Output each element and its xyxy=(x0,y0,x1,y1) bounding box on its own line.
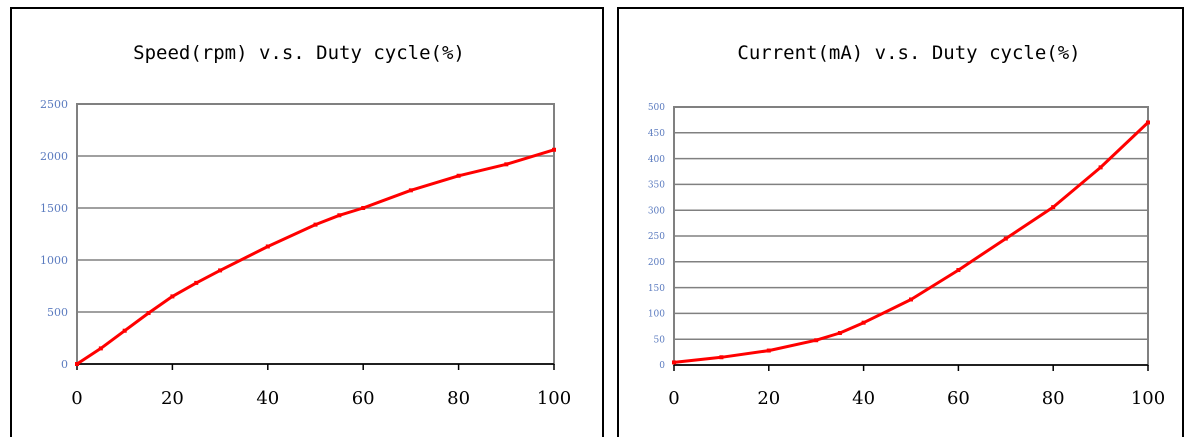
x-tick-label: 20 xyxy=(757,388,780,409)
y-tick-label: 0 xyxy=(659,361,665,371)
data-point xyxy=(265,244,270,249)
data-point xyxy=(313,222,318,227)
speed-chart: Speed(rpm) v.s. Duty cycle(%)05001000150… xyxy=(40,42,571,409)
data-point xyxy=(75,362,79,366)
data-point xyxy=(218,268,223,273)
y-tick-label: 1000 xyxy=(40,254,68,267)
data-point xyxy=(1146,120,1150,125)
data-point xyxy=(194,280,199,285)
data-point xyxy=(909,297,913,302)
data-point xyxy=(1098,165,1103,170)
y-tick-label: 100 xyxy=(648,310,665,320)
y-tick-label: 450 xyxy=(648,129,665,139)
y-tick-label: 1500 xyxy=(40,202,68,215)
data-point xyxy=(146,311,151,316)
series-line xyxy=(672,121,1150,364)
x-tick-label: 40 xyxy=(852,388,875,409)
data-point xyxy=(1003,236,1008,241)
y-tick-label: 500 xyxy=(648,103,665,113)
data-point xyxy=(814,338,819,343)
plot-area xyxy=(76,103,555,365)
y-tick-label: 250 xyxy=(648,232,665,242)
y-tick-label: 400 xyxy=(648,155,665,165)
data-point xyxy=(719,355,724,360)
x-tick-label: 100 xyxy=(537,388,571,409)
x-tick-label: 60 xyxy=(947,388,970,409)
y-tick-label: 2500 xyxy=(40,98,68,111)
y-tick-label: 200 xyxy=(648,258,665,268)
data-point xyxy=(408,188,413,193)
x-tick-label: 20 xyxy=(161,388,184,409)
x-tick-label: 80 xyxy=(447,388,470,409)
x-tick-label: 60 xyxy=(352,388,375,409)
y-tick-label: 0 xyxy=(61,358,68,371)
data-point xyxy=(504,162,509,167)
chart-panel-current: Current(mA) v.s. Duty cycle(%) 0 50 100 150 2… xyxy=(617,7,1184,437)
y-tick-label: 350 xyxy=(648,181,665,191)
y-tick-label: 500 xyxy=(47,306,68,319)
y-tick-label: 2000 xyxy=(40,150,68,163)
data-point xyxy=(837,331,842,336)
x-tick-label: 100 xyxy=(1131,388,1165,409)
data-point xyxy=(98,346,103,351)
data-point xyxy=(1051,205,1056,210)
data-point xyxy=(337,213,342,218)
x-tick-label: 40 xyxy=(256,388,279,409)
x-tick-label: 80 xyxy=(1042,388,1065,409)
x-tick-label: 0 xyxy=(71,388,82,409)
y-tick-label: 150 xyxy=(648,284,665,294)
data-point xyxy=(170,294,175,299)
current-chart: Current(mA) v.s. Duty cycle(%) 0 50 100 150 2… xyxy=(648,42,1165,409)
y-tick-label: 300 xyxy=(648,206,665,216)
y-tick-label: 50 xyxy=(654,335,666,345)
chart-panel-speed: Speed(rpm) v.s. Duty cycle(%) 0 500 1000 150… xyxy=(10,7,604,437)
data-point xyxy=(361,206,366,210)
data-point xyxy=(122,328,127,333)
data-point xyxy=(552,147,556,152)
data-point xyxy=(456,173,461,178)
data-point xyxy=(956,268,961,273)
data-point xyxy=(766,348,771,353)
chart-title: Current(mA) v.s. Duty cycle(%) xyxy=(737,42,1080,64)
data-point xyxy=(861,320,866,325)
data-point xyxy=(672,360,676,365)
x-tick-label: 0 xyxy=(668,388,679,409)
chart-title: Speed(rpm) v.s. Duty cycle(%) xyxy=(133,42,465,64)
